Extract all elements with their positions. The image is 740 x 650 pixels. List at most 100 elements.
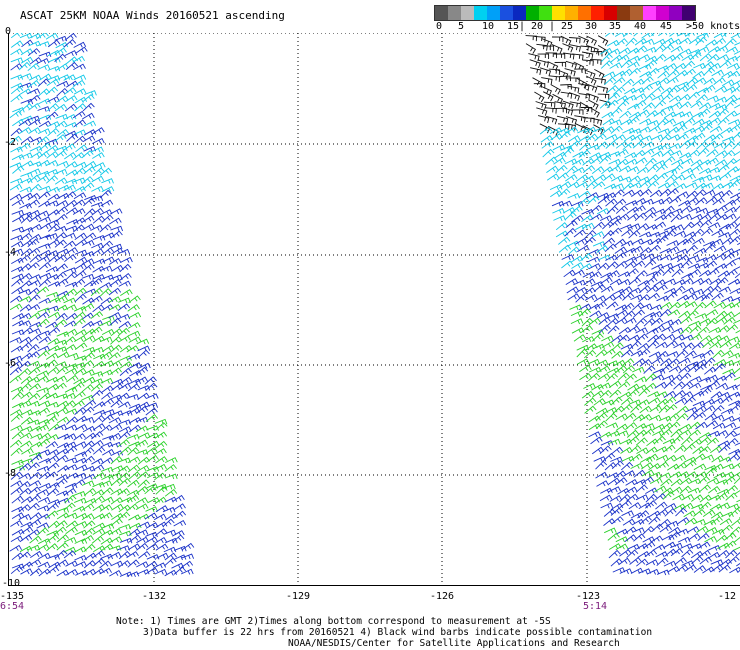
wind-barb [631, 302, 645, 311]
wind-barb [715, 382, 729, 390]
wind-barb [119, 446, 132, 455]
wind-barb [588, 366, 602, 373]
wind-barb [154, 536, 167, 544]
wind-barb [723, 140, 736, 150]
wind-barb [92, 127, 105, 135]
wind-barb [637, 176, 651, 183]
wind-barb [66, 219, 79, 225]
wind-barb [583, 382, 596, 389]
wind-barb [73, 88, 87, 95]
wind-barb [670, 542, 683, 549]
wind-barb [733, 319, 740, 324]
wind-barb [630, 567, 644, 574]
wind-barb [645, 271, 659, 277]
wind-barb [10, 86, 24, 95]
wind-barb [652, 324, 665, 332]
wind-barb [20, 496, 34, 504]
wind-barb [713, 77, 726, 85]
wind-barb [83, 335, 96, 343]
wind-barb [127, 383, 141, 392]
wind-barb [597, 196, 611, 204]
wind-barb [663, 541, 676, 549]
wind-barb [708, 545, 721, 551]
wind-barb [677, 300, 691, 309]
wind-barb [605, 412, 618, 422]
wind-barb [605, 198, 618, 207]
wind-barb [657, 128, 671, 134]
wind-barb [145, 393, 159, 400]
wind-barb [99, 209, 113, 216]
wind-barb [618, 557, 631, 566]
wind-barb [567, 135, 581, 143]
wind-barb [657, 117, 670, 127]
wind-barb [708, 341, 722, 350]
left-swath-wind-barbs [9, 33, 195, 578]
wind-barb [537, 115, 550, 124]
wind-barb [617, 372, 630, 381]
wind-barb [542, 45, 555, 52]
wind-barb [585, 133, 599, 142]
wind-barb [714, 85, 728, 93]
wind-barb [47, 326, 61, 336]
wind-barb [582, 175, 595, 183]
wind-barb [532, 77, 543, 88]
wind-barb [606, 39, 620, 47]
wind-barb [636, 447, 649, 454]
wind-barb [155, 486, 168, 495]
wind-barb [65, 526, 78, 535]
wind-barb [665, 520, 679, 527]
wind-barb [90, 278, 103, 287]
wind-barb [651, 263, 664, 270]
wind-barb [38, 185, 52, 192]
wind-barb [144, 486, 157, 495]
wind-barb [630, 404, 643, 413]
wind-barb [698, 318, 712, 325]
wind-barb [717, 325, 730, 333]
wind-barb [28, 519, 42, 527]
wind-barb [126, 394, 140, 400]
wind-barb [537, 53, 550, 59]
wind-barb [65, 247, 79, 255]
wind-barb [74, 555, 87, 561]
wind-barb [734, 112, 740, 117]
wind-barb [29, 471, 42, 480]
wind-barb [172, 494, 185, 502]
wind-barb [145, 382, 158, 391]
wind-barb [92, 495, 105, 504]
wind-barb [648, 80, 662, 87]
wind-barb [665, 403, 678, 413]
wind-barb [694, 363, 707, 373]
wind-barb [734, 450, 740, 454]
wind-barb [11, 226, 25, 233]
wind-barb [615, 413, 629, 421]
wind-barb [72, 208, 86, 215]
wind-barb [118, 477, 131, 487]
wind-barb [648, 125, 661, 133]
wind-barb [685, 293, 698, 301]
wind-barb [63, 546, 77, 553]
wind-barb [699, 219, 713, 228]
wind-barb [662, 438, 676, 445]
wind-barb [530, 67, 542, 75]
wind-barb [21, 136, 34, 144]
wind-barb [72, 505, 86, 512]
wind-barb [593, 398, 606, 406]
wind-barb [109, 536, 123, 543]
wind-barb [639, 135, 653, 142]
wind-barb [616, 430, 629, 437]
wind-barb [680, 316, 693, 325]
wind-barb [118, 431, 131, 440]
wind-barb [669, 101, 683, 109]
wind-barb [47, 337, 61, 345]
wind-barb [713, 301, 727, 309]
wind-barb [92, 558, 106, 567]
wind-barb [611, 175, 624, 182]
wind-barb [718, 444, 731, 454]
lon-tick-label: -12 [718, 591, 737, 602]
wind-barb [542, 148, 555, 158]
wind-barb [591, 231, 605, 238]
wind-barb [669, 150, 683, 157]
wind-barb [29, 334, 42, 343]
wind-barb [701, 182, 714, 189]
wind-barb [667, 309, 681, 317]
